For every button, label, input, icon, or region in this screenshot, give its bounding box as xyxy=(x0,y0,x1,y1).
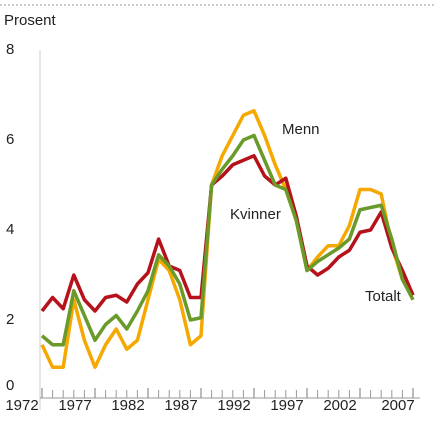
y-tick-label: 8 xyxy=(6,41,14,58)
y-tick-label: 6 xyxy=(6,131,14,148)
series-label: Menn xyxy=(282,121,320,138)
y-axis-label: Prosent xyxy=(4,12,57,29)
x-tick-label: 1977 xyxy=(58,397,91,414)
x-tick-label: 2007 xyxy=(381,397,414,414)
y-tick-label: 4 xyxy=(6,221,14,238)
x-tick-label: 2002 xyxy=(323,397,356,414)
x-tick-label: 1972 xyxy=(5,397,38,414)
x-tick-label: 1982 xyxy=(111,397,144,414)
y-tick-label: 0 xyxy=(6,377,14,394)
x-tick-label: 1992 xyxy=(217,397,250,414)
series-label: Kvinner xyxy=(230,206,281,223)
series-line xyxy=(40,109,415,369)
series-line xyxy=(40,133,415,347)
x-tick-label: 1997 xyxy=(270,397,303,414)
y-tick-label: 2 xyxy=(6,311,14,328)
x-tick-label: 1987 xyxy=(164,397,197,414)
series-label: Totalt xyxy=(365,288,402,305)
series-line xyxy=(40,154,415,313)
